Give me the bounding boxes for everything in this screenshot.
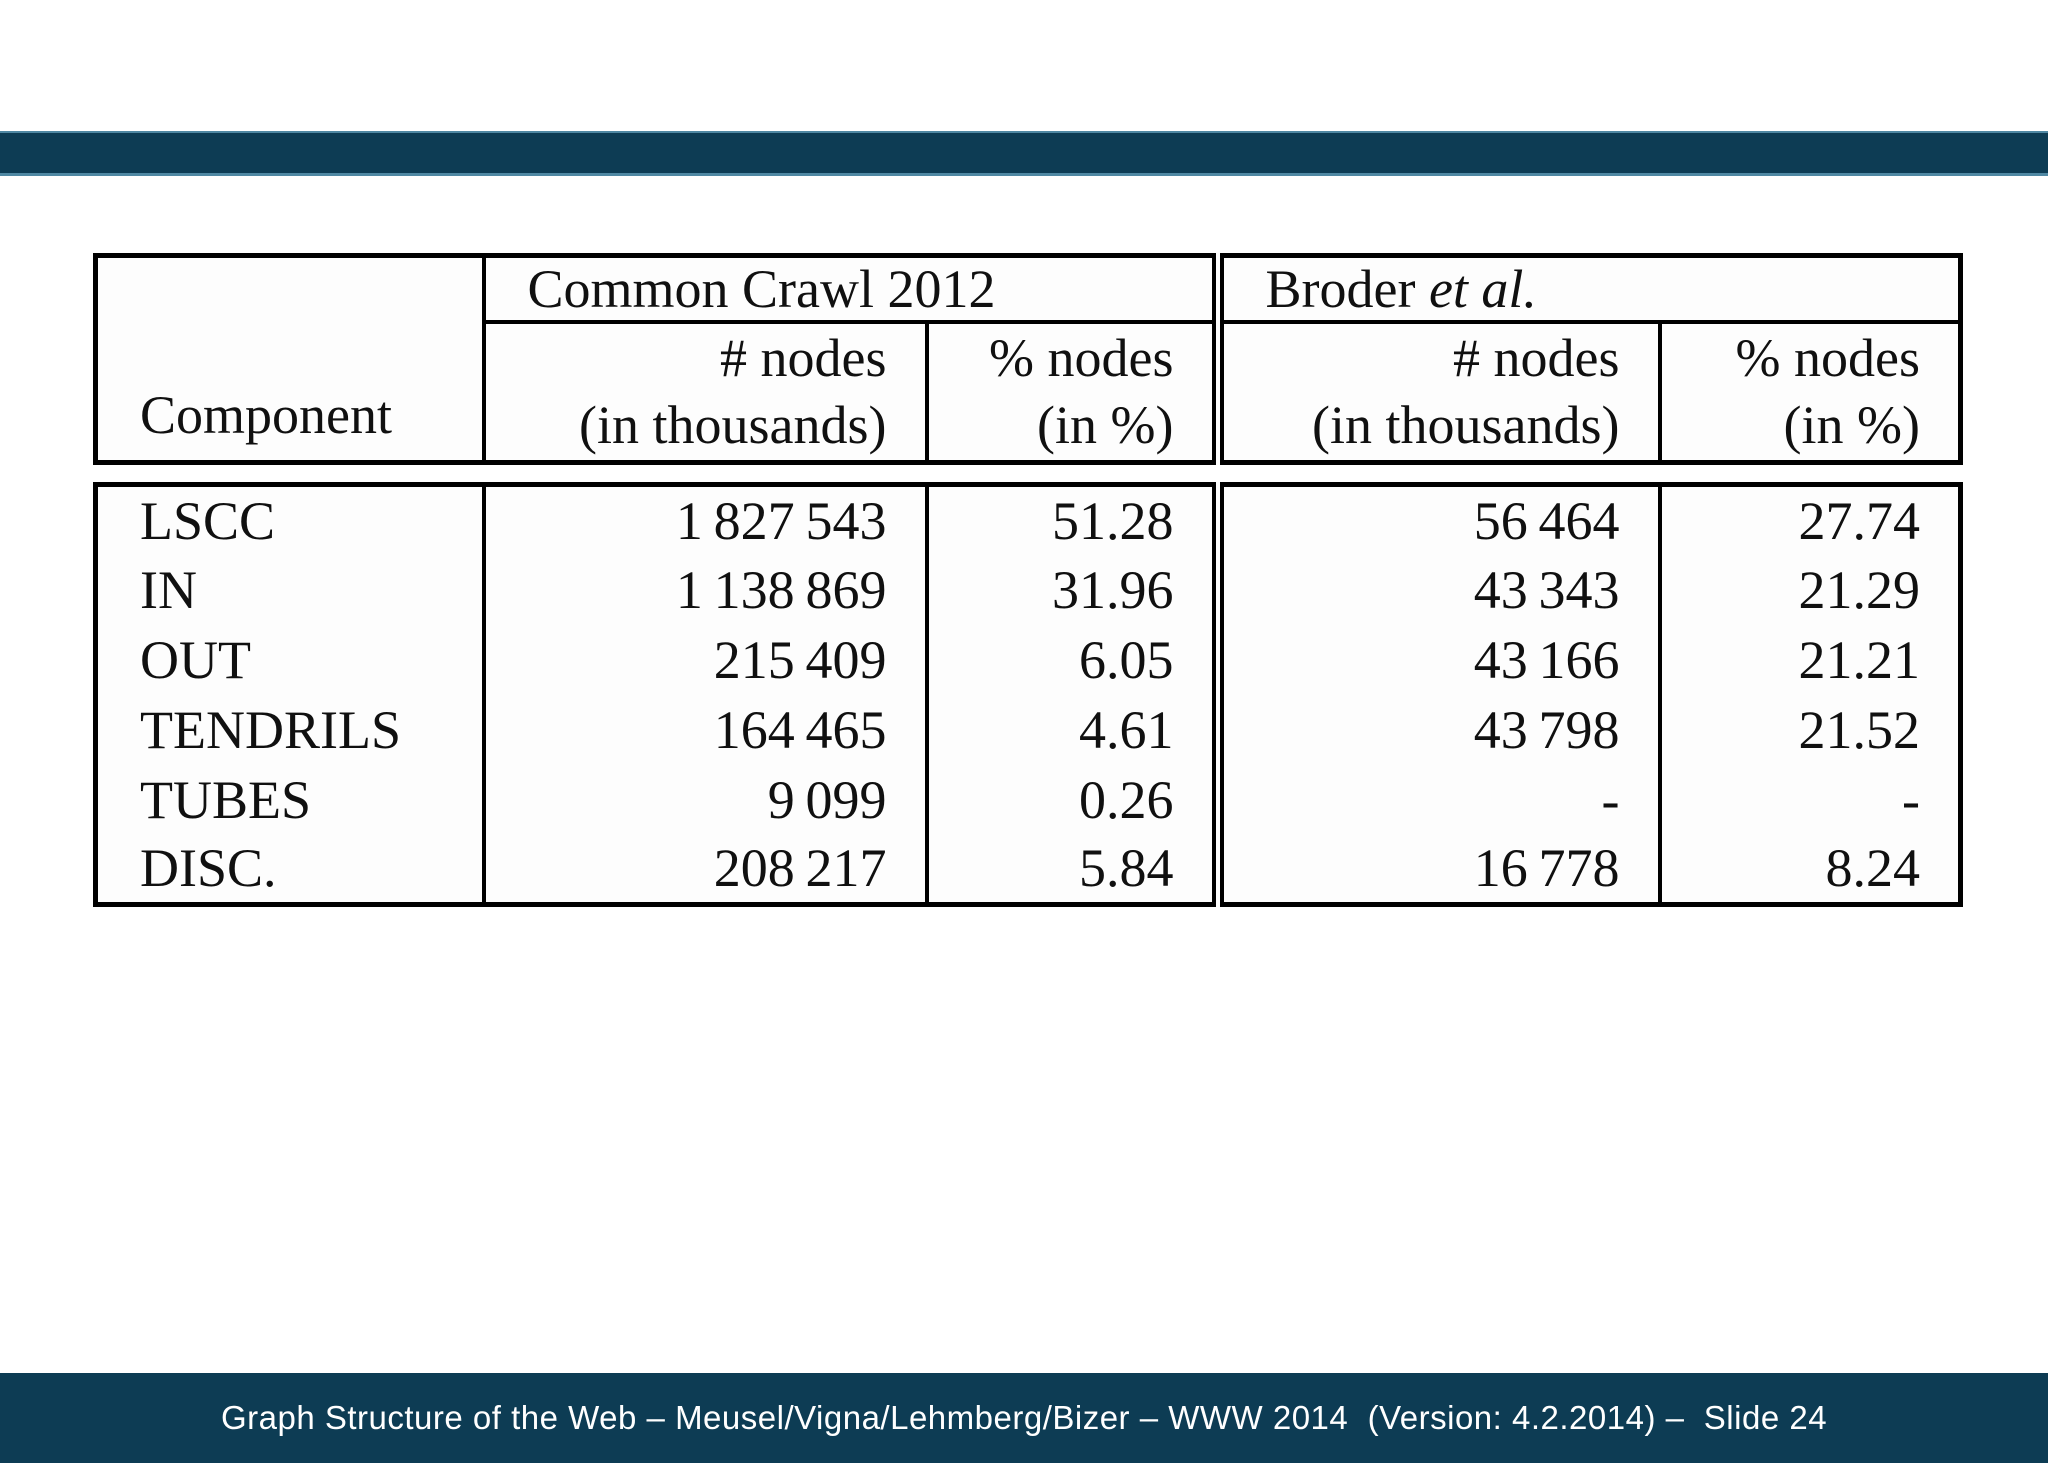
cell-broder-nodes: 43 343 [1217, 554, 1662, 625]
cell-broder-nodes: 43 798 [1217, 694, 1662, 765]
cell-cc-pct: 31.96 [926, 554, 1224, 625]
table-row: TUBES 9 099 0.26 - - [95, 764, 1961, 835]
table-row: OUT 215 409 6.05 43 166 21.21 [95, 624, 1961, 695]
cc-pct-line1: % nodes [989, 327, 1174, 388]
cell-broder-pct: 21.29 [1798, 559, 1921, 620]
cell-cc-nodes: 208 217 [483, 834, 929, 905]
table-group-header-row: Component Common Crawl 2012 Broder et al… [95, 255, 1961, 462]
cell-broder-pct: - [1902, 769, 1920, 830]
broder-pct-line2: (in %) [1783, 394, 1920, 455]
cell-cc-pct: 6.05 [926, 624, 1224, 695]
cell-cc-pct: 0.26 [926, 764, 1224, 835]
footer-text: Graph Structure of the Web – Meusel/Vign… [220, 1399, 1828, 1436]
cell-component: DISC. [95, 834, 486, 905]
cell-component: OUT [95, 624, 486, 695]
cell-cc-pct: 5.84 [926, 834, 1224, 905]
group-header-common-crawl-label: Common Crawl 2012 [527, 259, 996, 319]
column-header-component: Component [95, 255, 486, 462]
table-row: DISC. 208 217 5.84 16 778 8.24 [95, 834, 1961, 905]
column-header-cc-pct: % nodes (in %) [926, 322, 1224, 462]
cell-cc-nodes: 9 099 [483, 764, 929, 835]
cell-broder-pct: 27.74 [1798, 490, 1921, 551]
group-header-broder-name: Broder [1265, 259, 1416, 319]
cell-cc-nodes: 215 409 [483, 624, 929, 695]
column-header-broder-pct: % nodes (in %) [1660, 322, 1961, 462]
table-row: IN 1 138 869 31.96 43 343 21.29 [95, 554, 1961, 625]
broder-nodes-line1: # nodes [1453, 327, 1620, 388]
top-accent-bar [0, 131, 2048, 176]
cc-nodes-line1: # nodes [720, 327, 887, 388]
cell-cc-nodes: 1 827 543 [483, 484, 929, 555]
cell-component: TENDRILS [95, 694, 486, 765]
cell-cc-pct: 4.61 [926, 694, 1224, 765]
group-header-common-crawl: Common Crawl 2012 [483, 255, 1224, 324]
cell-broder-pct: 8.24 [1825, 838, 1921, 899]
cell-component: LSCC [95, 484, 486, 555]
cell-cc-nodes: 164 465 [483, 694, 929, 765]
components-table-body: LSCC 1 827 543 51.28 56 464 27.74 IN 1 1… [93, 482, 1963, 907]
cell-broder-pct: 21.52 [1798, 699, 1921, 760]
footer-bar: Graph Structure of the Web – Meusel/Vign… [0, 1373, 2048, 1463]
cell-broder-nodes: - [1217, 764, 1662, 835]
cell-broder-nodes: 16 778 [1217, 834, 1662, 905]
broder-pct-line1: % nodes [1735, 327, 1920, 388]
cell-broder-nodes: 43 166 [1217, 624, 1662, 695]
group-header-broder: Broder et al. [1217, 255, 1961, 324]
table-row: LSCC 1 827 543 51.28 56 464 27.74 [95, 484, 1961, 555]
cell-component: TUBES [95, 764, 486, 835]
cell-broder-pct: 21.21 [1798, 629, 1921, 690]
broder-nodes-line2: (in thousands) [1312, 394, 1620, 455]
column-header-broder-nodes: # nodes (in thousands) [1217, 322, 1662, 462]
group-header-broder-etal: et al. [1428, 259, 1537, 319]
cc-pct-line2: (in %) [1037, 394, 1174, 455]
table-subheader-row: # nodes (in thousands) % nodes (in %) # … [96, 322, 1961, 462]
column-header-cc-nodes: # nodes (in thousands) [483, 322, 929, 462]
cell-broder-nodes: 56 464 [1217, 484, 1662, 555]
cell-cc-pct: 51.28 [926, 484, 1224, 555]
cell-component: IN [95, 554, 486, 625]
cc-nodes-line2: (in thousands) [579, 394, 887, 455]
table-row: TENDRILS 164 465 4.61 43 798 21.52 [95, 694, 1961, 765]
cell-cc-nodes: 1 138 869 [483, 554, 929, 625]
components-table-header: Component Common Crawl 2012 Broder et al… [93, 253, 1963, 465]
